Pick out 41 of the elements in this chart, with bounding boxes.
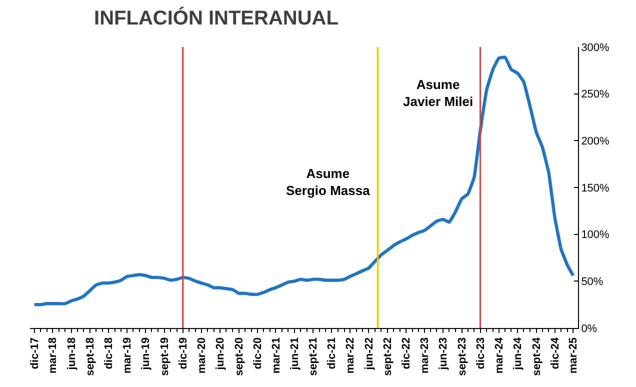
x-tick-label: dic-18 <box>103 337 116 370</box>
x-tick-label: jun-19 <box>140 337 152 371</box>
y-tick-label: 250% <box>581 88 610 101</box>
x-tick-label: sept-19 <box>158 337 171 376</box>
x-tick-label: jun-21 <box>289 337 302 371</box>
y-tick-label: 0% <box>581 322 598 335</box>
ref-line-label: Asume Javier Milei <box>403 77 474 109</box>
line-series <box>32 56 575 306</box>
y-tick-label: 100% <box>581 229 610 242</box>
x-tick-label: mar-20 <box>196 337 208 374</box>
y-tick-label: 200% <box>581 136 610 148</box>
y-tick-label: 150% <box>581 182 610 194</box>
x-tick-label: jun-18 <box>66 337 78 371</box>
x-tick-label: sept-24 <box>530 336 543 376</box>
x-tick-label: jun-24 <box>512 336 524 371</box>
x-tick-label: mar-25 <box>568 337 580 374</box>
chart-title: INFLACIÓN INTERANUAL <box>94 6 338 30</box>
y-tick-label: 300% <box>581 42 610 54</box>
x-tick-label: dic-19 <box>177 337 190 370</box>
x-tick-label: mar-19 <box>121 337 134 374</box>
x-tick-label: sept-20 <box>233 337 246 376</box>
x-tick-label: dic-17 <box>28 337 41 370</box>
ref-line-label: Asume Sergio Massa <box>286 166 371 198</box>
x-tick-label: mar-21 <box>270 337 282 374</box>
x-tick-label: mar-23 <box>418 337 431 374</box>
x-tick-label: mar-24 <box>493 336 506 374</box>
x-tick-label: dic-20 <box>252 337 264 370</box>
y-tick-label: 50% <box>581 276 604 288</box>
x-tick-label: dic-21 <box>326 337 338 370</box>
x-tick-label: sept-18 <box>84 337 97 376</box>
x-tick-label: jun-22 <box>363 337 376 371</box>
x-tick-label: sept-22 <box>382 337 394 376</box>
x-tick-label: sept-21 <box>308 337 320 376</box>
x-tick-label: jun-20 <box>214 337 227 371</box>
x-tick-label: dic-24 <box>549 336 562 370</box>
x-tick-label: mar-18 <box>47 337 60 374</box>
x-tick-label: dic-22 <box>400 337 413 370</box>
x-tick-label: jun-23 <box>438 337 450 371</box>
x-tick-label: mar-22 <box>344 337 357 374</box>
x-tick-label: sept-23 <box>456 337 468 376</box>
x-tick-label: dic-23 <box>474 337 487 370</box>
